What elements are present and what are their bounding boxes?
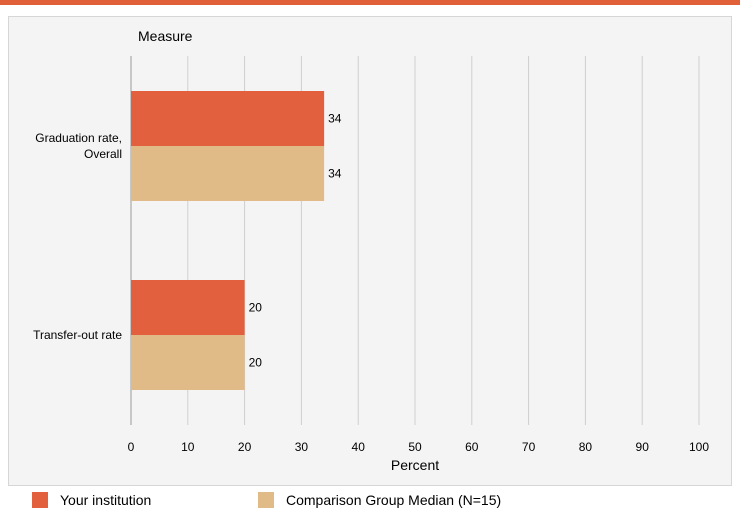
bar-value-label: 34 bbox=[328, 112, 342, 126]
bar bbox=[131, 146, 325, 201]
x-tick-label: 20 bbox=[238, 440, 252, 454]
legend-swatch bbox=[258, 492, 274, 508]
bar bbox=[131, 335, 245, 390]
x-tick-label: 40 bbox=[352, 440, 366, 454]
bar-chart: 0 10 20 30 40 50 60 70 80 90 100 Percent Measure 34 34… bbox=[33, 28, 709, 473]
x-tick-label: 10 bbox=[181, 440, 195, 454]
bar-value-label: 20 bbox=[249, 301, 263, 315]
chart-panel bbox=[8, 16, 732, 486]
category-label: Transfer-out rate bbox=[33, 328, 122, 342]
top-accent-bar bbox=[0, 0, 740, 5]
legend-swatch bbox=[32, 492, 48, 508]
bar bbox=[131, 280, 245, 335]
category-label: Graduation rate, Overall bbox=[35, 131, 122, 161]
bar-value-label: 34 bbox=[328, 167, 342, 181]
legend-label: Comparison Group Median (N=15) bbox=[286, 492, 502, 508]
x-tick-label: 30 bbox=[295, 440, 309, 454]
x-tick-label: 90 bbox=[636, 440, 650, 454]
x-tick-label: 100 bbox=[689, 440, 709, 454]
y-axis-title: Measure bbox=[138, 28, 193, 44]
legend-item-your-institution: Your institution bbox=[32, 492, 151, 508]
bar bbox=[131, 91, 325, 146]
x-axis-title: Percent bbox=[391, 457, 439, 473]
bar-value-label: 20 bbox=[249, 356, 263, 370]
x-tick-label: 70 bbox=[522, 440, 536, 454]
x-tick-label: 60 bbox=[465, 440, 479, 454]
chart-legend: Your institution Comparison Group Median… bbox=[0, 486, 740, 512]
legend-item-comparison-median: Comparison Group Median (N=15) bbox=[258, 492, 501, 508]
legend-label: Your institution bbox=[60, 492, 152, 508]
x-tick-label: 80 bbox=[579, 440, 593, 454]
x-tick-label: 50 bbox=[408, 440, 422, 454]
x-tick-label: 0 bbox=[128, 440, 135, 454]
